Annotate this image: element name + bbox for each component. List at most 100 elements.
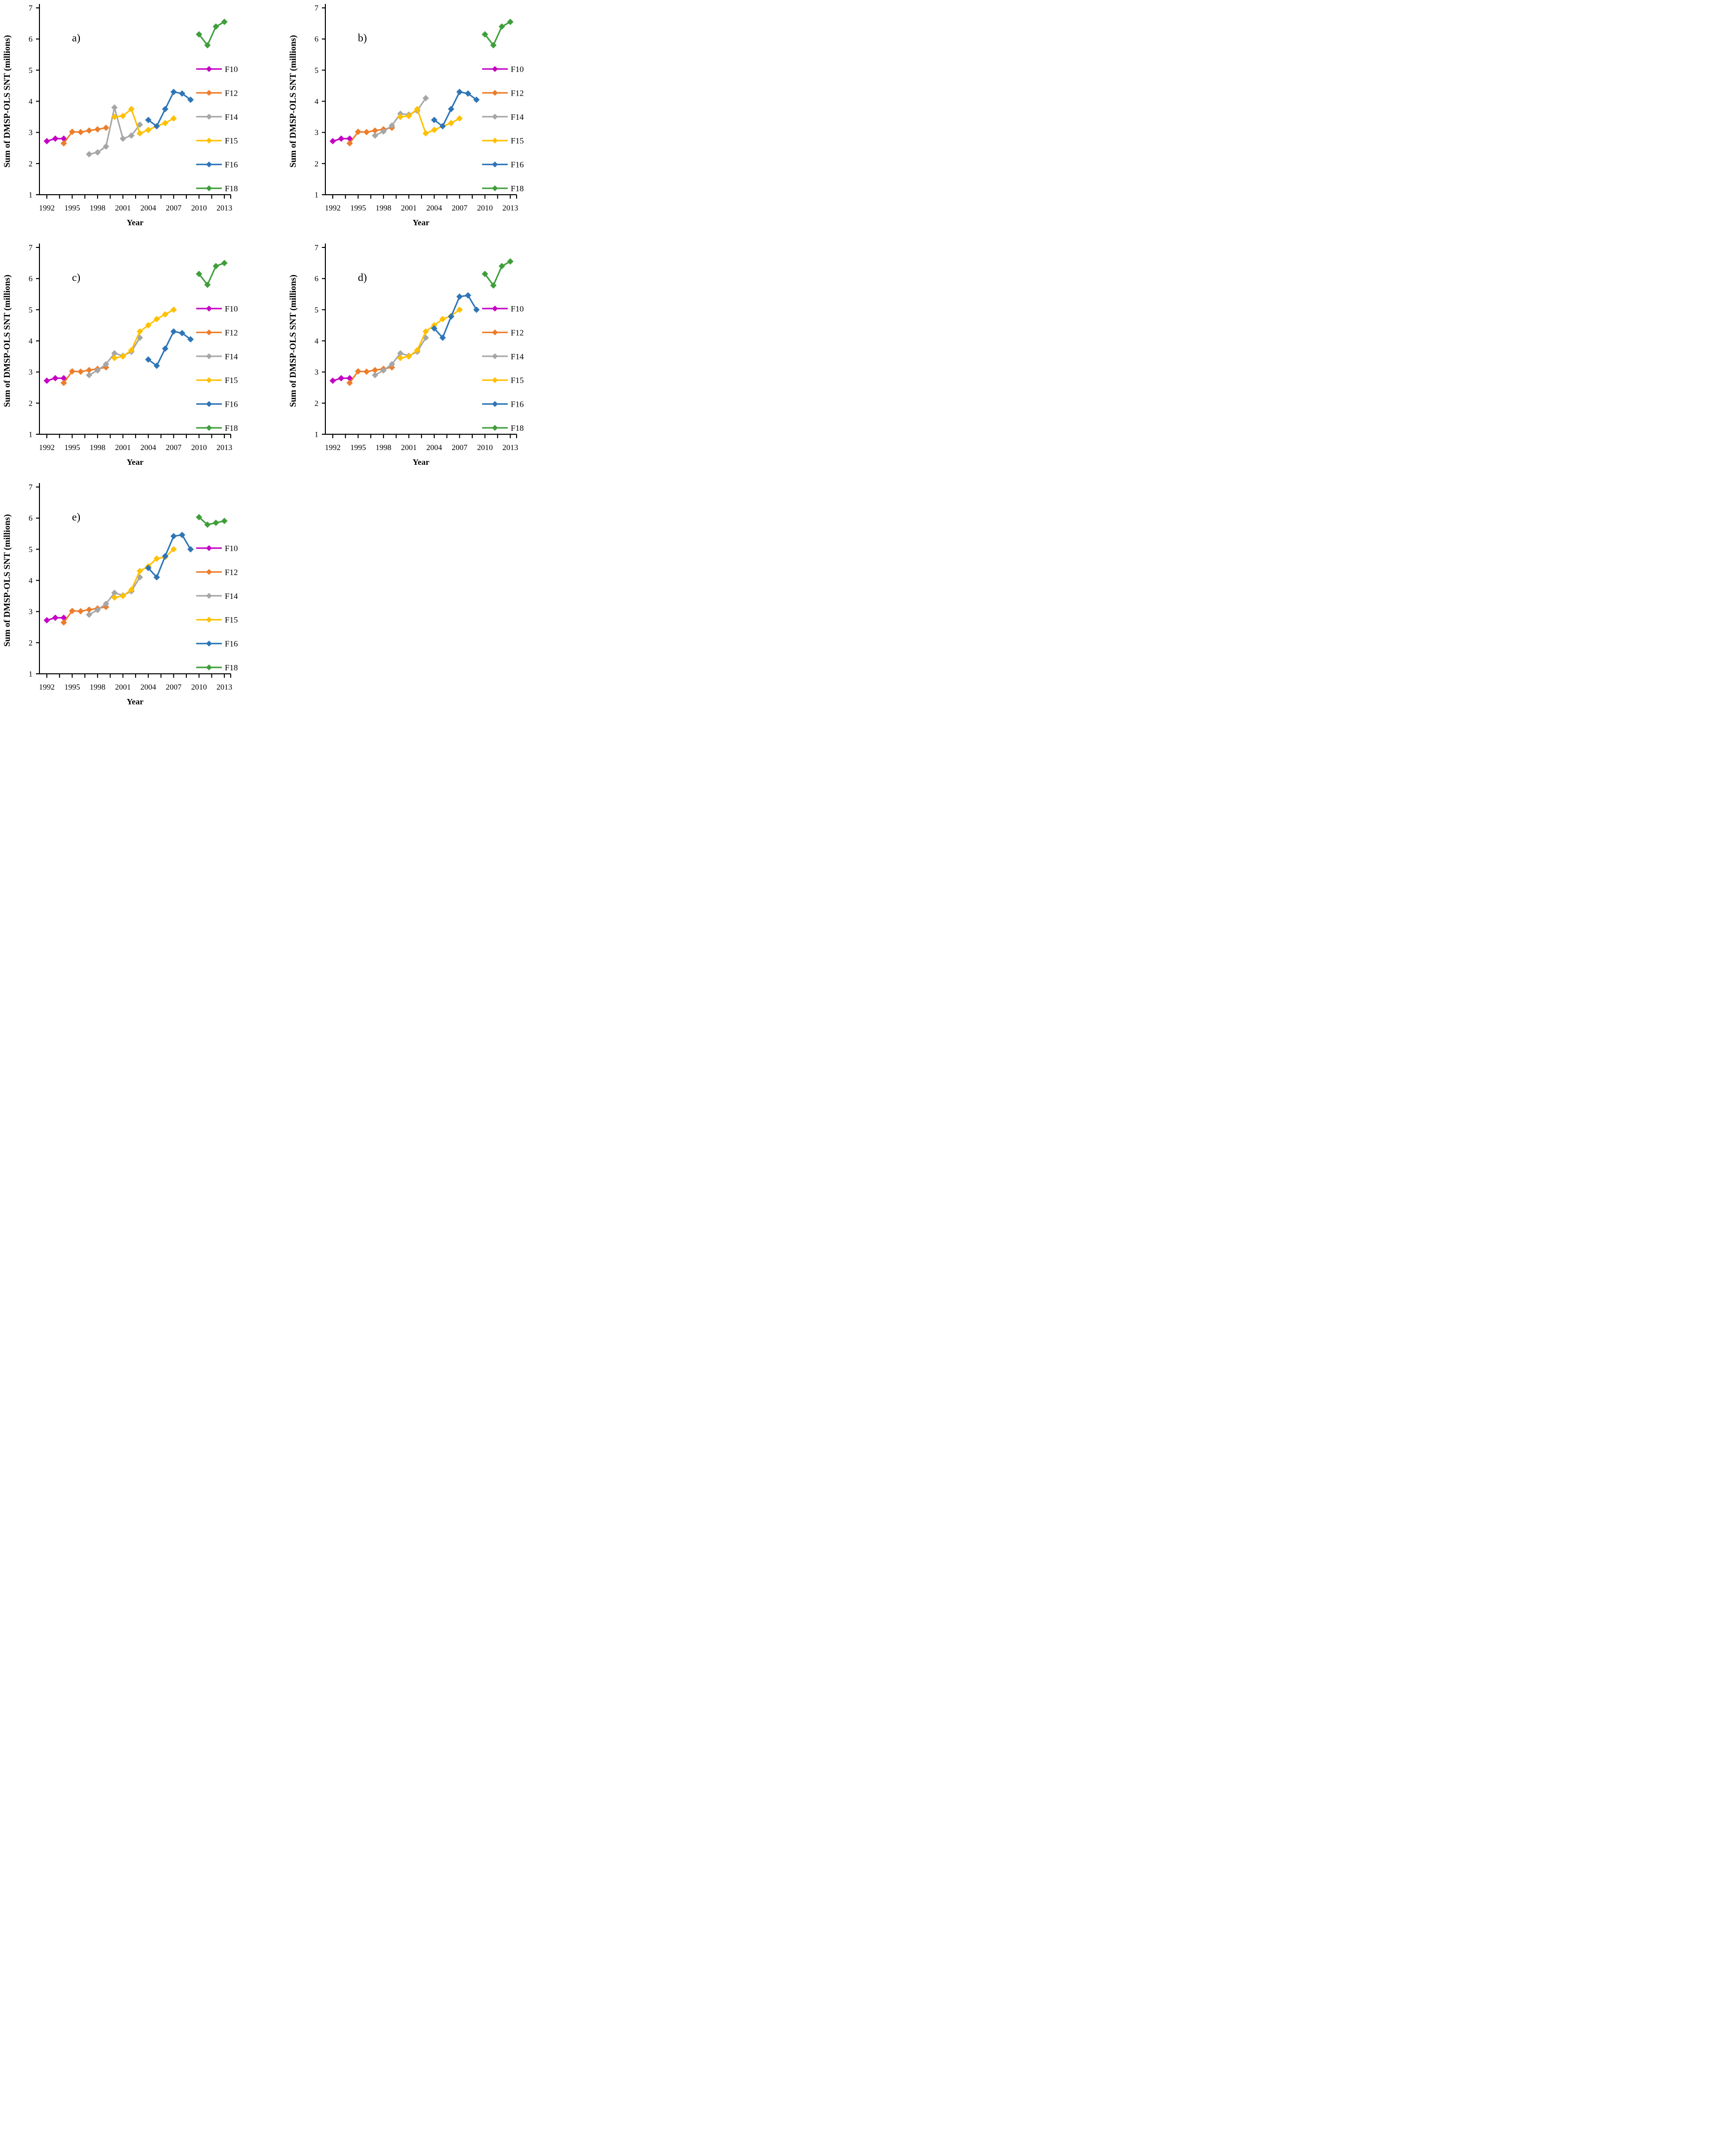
svg-text:2007: 2007 xyxy=(166,683,181,692)
legend: F10 F12 F14 F15 F16 F18 xyxy=(482,304,524,433)
x-axis-label: Year xyxy=(413,218,429,227)
series-F18 xyxy=(196,260,228,288)
series-F15 xyxy=(111,546,177,601)
svg-text:7: 7 xyxy=(29,484,33,492)
svg-text:F10: F10 xyxy=(511,304,524,313)
svg-text:6: 6 xyxy=(29,35,33,44)
y-axis: 1 2 3 4 5 6 7 xyxy=(29,484,39,679)
legend-item-F14: F14 xyxy=(196,591,238,601)
legend-item-F15: F15 xyxy=(196,376,238,385)
legend-item-F14: F14 xyxy=(482,352,524,361)
svg-text:5: 5 xyxy=(29,546,33,554)
chart-panel-a: 1 2 3 4 5 6 7 1992 1995 1998 2001 2004 2007 2010 2013 Y… xyxy=(0,0,286,240)
x-axis: 1992 1995 1998 2001 2004 2007 2010 2013 xyxy=(325,195,518,212)
chart-svg-a: 1 2 3 4 5 6 7 1992 1995 1998 2001 2004 2007 2010 2013 Y… xyxy=(2,4,238,227)
svg-text:2013: 2013 xyxy=(502,204,518,212)
svg-text:1995: 1995 xyxy=(64,444,80,452)
svg-text:F14: F14 xyxy=(225,112,238,122)
legend-item-F10: F10 xyxy=(482,304,524,313)
svg-text:1: 1 xyxy=(29,431,33,439)
axes xyxy=(39,4,231,195)
x-axis: 1992 1995 1998 2001 2004 2007 2010 2013 xyxy=(325,434,518,452)
series-F16 xyxy=(431,89,480,130)
legend-item-F16: F16 xyxy=(196,639,238,649)
svg-text:2010: 2010 xyxy=(477,444,493,452)
series-F15 xyxy=(111,306,177,361)
svg-text:F10: F10 xyxy=(225,65,238,74)
svg-text:5: 5 xyxy=(315,67,318,75)
y-axis-label: Sum of DMSP-OLS SNT (millions) xyxy=(2,35,12,168)
svg-text:5: 5 xyxy=(29,306,33,314)
svg-text:F15: F15 xyxy=(511,376,524,385)
svg-text:F10: F10 xyxy=(225,304,238,313)
y-axis: 1 2 3 4 5 6 7 xyxy=(29,4,39,200)
svg-text:4: 4 xyxy=(29,577,33,585)
legend-item-F12: F12 xyxy=(482,328,524,337)
svg-text:2010: 2010 xyxy=(191,204,207,212)
legend-item-F15: F15 xyxy=(196,136,238,145)
svg-text:2010: 2010 xyxy=(477,204,493,212)
svg-text:2010: 2010 xyxy=(191,683,207,692)
x-axis: 1992 1995 1998 2001 2004 2007 2010 2013 xyxy=(39,674,232,692)
legend-item-F18: F18 xyxy=(196,663,238,672)
multi-panel-line-figure: 1 2 3 4 5 6 7 1992 1995 1998 2001 2004 2007 2010 2013 Y… xyxy=(0,0,572,719)
chart-svg-b: 1 2 3 4 5 6 7 1992 1995 1998 2001 2004 2007 2010 2013 Y… xyxy=(288,4,524,227)
svg-text:1992: 1992 xyxy=(325,444,341,452)
legend-item-F18: F18 xyxy=(482,184,524,193)
y-axis-label: Sum of DMSP-OLS SNT (millions) xyxy=(2,275,12,407)
x-axis: 1992 1995 1998 2001 2004 2007 2010 2013 xyxy=(39,195,232,212)
y-axis: 1 2 3 4 5 6 7 xyxy=(315,4,325,200)
svg-text:5: 5 xyxy=(315,306,318,314)
svg-text:4: 4 xyxy=(315,337,318,346)
legend-item-F15: F15 xyxy=(482,136,524,145)
legend: F10 F12 F14 F15 F16 F18 xyxy=(482,65,524,193)
panel-letter: e) xyxy=(72,511,80,523)
svg-text:2013: 2013 xyxy=(502,444,518,452)
svg-text:4: 4 xyxy=(29,98,33,106)
svg-text:2013: 2013 xyxy=(216,683,232,692)
x-axis-label: Year xyxy=(413,457,429,467)
svg-text:1: 1 xyxy=(29,191,33,200)
svg-text:6: 6 xyxy=(29,275,33,283)
legend-item-F18: F18 xyxy=(196,184,238,193)
svg-text:5: 5 xyxy=(29,67,33,75)
svg-text:F10: F10 xyxy=(225,544,238,553)
legend-item-F10: F10 xyxy=(196,544,238,553)
series-F18 xyxy=(196,514,228,528)
svg-text:2001: 2001 xyxy=(115,683,131,692)
svg-text:2013: 2013 xyxy=(216,444,232,452)
legend-item-F10: F10 xyxy=(196,304,238,313)
series-F18 xyxy=(482,18,514,49)
svg-text:2004: 2004 xyxy=(426,204,442,212)
svg-text:2007: 2007 xyxy=(452,444,467,452)
svg-text:2013: 2013 xyxy=(216,204,232,212)
svg-text:F16: F16 xyxy=(511,160,524,170)
svg-text:7: 7 xyxy=(29,244,33,252)
chart-panel-c: 1 2 3 4 5 6 7 1992 1995 1998 2001 2004 2007 2010 2013 Y… xyxy=(0,240,286,479)
svg-text:1995: 1995 xyxy=(350,444,366,452)
svg-text:F15: F15 xyxy=(225,615,238,625)
svg-text:6: 6 xyxy=(315,275,318,283)
svg-text:F12: F12 xyxy=(225,567,238,577)
svg-text:1995: 1995 xyxy=(64,683,80,692)
svg-text:2: 2 xyxy=(29,639,33,647)
legend-item-F10: F10 xyxy=(482,65,524,74)
series-F10 xyxy=(329,375,353,384)
svg-text:2001: 2001 xyxy=(115,444,131,452)
svg-text:2010: 2010 xyxy=(191,444,207,452)
legend-item-F12: F12 xyxy=(482,88,524,98)
svg-text:F18: F18 xyxy=(225,184,238,193)
svg-text:F18: F18 xyxy=(511,423,524,433)
svg-text:1992: 1992 xyxy=(325,204,341,212)
series-F16 xyxy=(145,531,194,581)
svg-text:2007: 2007 xyxy=(452,204,467,212)
axes xyxy=(325,4,517,195)
series-F15 xyxy=(397,105,463,137)
chart-svg-c: 1 2 3 4 5 6 7 1992 1995 1998 2001 2004 2007 2010 2013 Y… xyxy=(2,243,238,467)
panel-letter: b) xyxy=(358,32,367,44)
svg-text:1998: 1998 xyxy=(376,444,391,452)
axes xyxy=(325,243,517,435)
series-F16 xyxy=(431,292,480,341)
legend-item-F16: F16 xyxy=(196,400,238,409)
legend: F10 F12 F14 F15 F16 F18 xyxy=(196,544,238,672)
